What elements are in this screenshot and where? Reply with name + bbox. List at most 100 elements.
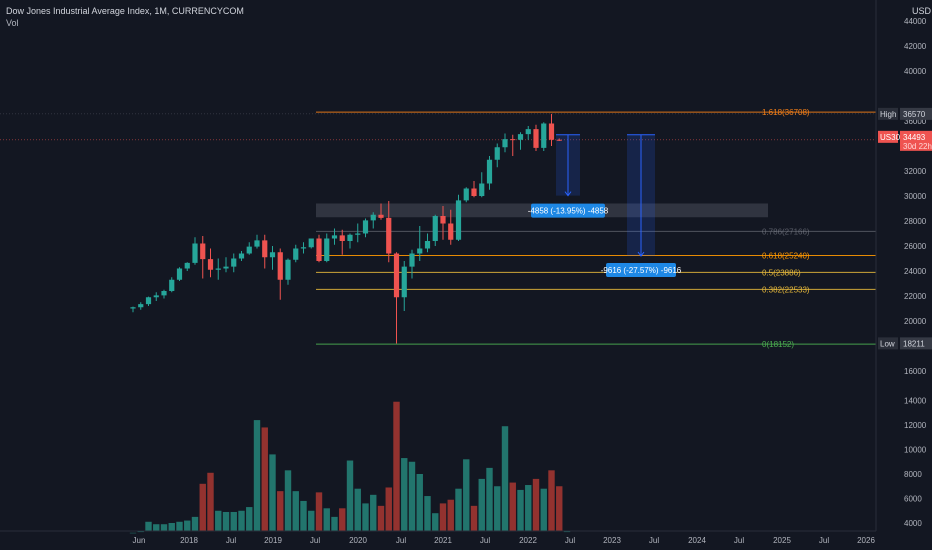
fibonacci-layer[interactable]: 1.618(36708) 0.786(27166) 0.618(25240) 0.5(…	[0, 108, 876, 349]
volume-tick-label: 4000	[904, 519, 922, 528]
volume-bar	[277, 491, 284, 531]
projection-label: -4858 (-13.95%) -4858	[528, 207, 609, 216]
candle-body	[510, 139, 516, 141]
badge-name-bg	[878, 337, 898, 350]
candles-layer	[130, 113, 562, 344]
volume-bar	[548, 470, 555, 531]
fib-label: 0.382(22533)	[762, 285, 810, 294]
candle-body	[192, 243, 198, 263]
candle-body	[300, 247, 307, 249]
candle-body	[471, 188, 477, 196]
fib-label: 0.5(23886)	[762, 268, 801, 277]
projection-label-bg	[606, 263, 676, 277]
projection-layer[interactable]: -4858 (-13.95%) -4858 -9616 (-27.57%) -96…	[528, 134, 682, 277]
fib-label: 1.618(36708)	[762, 108, 810, 117]
volume-bar	[532, 478, 540, 531]
price-axis[interactable]: USD 160001800020000220002400026000280003…	[875, 0, 932, 531]
time-tick-label: 2018	[180, 536, 198, 545]
candle-body	[176, 268, 183, 280]
volume-bar	[315, 492, 323, 531]
candle-body	[541, 123, 547, 148]
candle-body	[362, 220, 369, 234]
volume-bar	[463, 459, 470, 531]
candle-body	[215, 268, 221, 270]
volume-tick-label: 6000	[904, 495, 922, 504]
chart-legend: Dow Jones Industrial Average Index, 1M, …	[6, 5, 244, 29]
volume-bar	[176, 521, 183, 531]
time-tick-label: Jul	[565, 536, 575, 545]
volume-bar	[129, 532, 137, 534]
time-tick-label: Jul	[396, 536, 406, 545]
candle-body	[502, 139, 508, 148]
volume-bar	[424, 496, 431, 531]
volume-bar	[308, 510, 315, 531]
candle-body	[347, 234, 353, 241]
candle-body	[200, 243, 206, 260]
candle-body	[231, 258, 237, 267]
badge-value: 36570	[903, 110, 926, 119]
volume-bar	[486, 467, 493, 531]
volume-bar	[354, 488, 361, 531]
time-tick-label: 2019	[264, 536, 282, 545]
volume-bar	[199, 483, 206, 531]
candle-body	[184, 262, 190, 269]
candle-body	[293, 248, 299, 260]
price-tick-label: 36000	[904, 117, 927, 126]
badge-name: High	[880, 110, 896, 119]
time-axis[interactable]: Jun 2018 Jul 2019 Jul 2020 Jul 2021 Jul 2022 Jul 20…	[0, 530, 876, 545]
candle-body	[145, 297, 152, 305]
time-tick-label: Jul	[819, 536, 829, 545]
candle-body	[308, 238, 314, 248]
price-tick-label: 32000	[904, 167, 927, 176]
volume-bar	[238, 510, 245, 531]
volume-bar	[346, 460, 354, 531]
volume-bar	[168, 523, 175, 531]
price-tick-label: 16000	[904, 367, 927, 376]
candle-body	[285, 259, 291, 280]
volume-bar	[385, 487, 392, 531]
candle-body	[223, 266, 229, 269]
badge-name-bg	[878, 130, 898, 143]
volume-bar	[377, 505, 385, 531]
time-tick-label: 2025	[773, 536, 791, 545]
volume-layer	[129, 401, 571, 534]
candle-body	[339, 235, 345, 241]
volume-bar	[447, 499, 454, 531]
price-tick-label: 44000	[904, 17, 927, 26]
candle-body	[331, 235, 338, 239]
badge-name: Low	[880, 339, 895, 348]
volume-bar	[145, 521, 152, 531]
candle-body	[130, 307, 136, 309]
volume-bar	[339, 508, 346, 531]
candle-body	[525, 129, 531, 135]
volume-bar	[292, 491, 299, 531]
time-tick-label: Jul	[734, 536, 744, 545]
volume-bar	[556, 486, 563, 531]
candle-body	[424, 241, 431, 249]
candle-body	[386, 217, 392, 254]
volume-bar	[517, 489, 524, 531]
volume-bar	[331, 516, 338, 531]
time-tick-label: 2020	[349, 536, 367, 545]
projection-label: -9616 (-27.57%) -9616	[601, 266, 682, 275]
candle-body	[517, 134, 524, 140]
volume-bar	[408, 461, 416, 531]
time-tick-label: 2021	[434, 536, 452, 545]
candle-body	[169, 279, 175, 291]
volume-bar	[401, 458, 408, 531]
price-tick-label: 28000	[904, 217, 927, 226]
volume-bar	[323, 508, 330, 531]
price-tick-label: 42000	[904, 42, 927, 51]
price-tick-label: 26000	[904, 242, 927, 251]
candle-body	[463, 188, 469, 201]
volume-bar	[215, 510, 222, 531]
volume-bar	[540, 488, 547, 531]
volume-bar	[370, 494, 377, 531]
badge-countdown: 30d 22h	[903, 142, 932, 151]
volume-bar	[253, 420, 261, 531]
time-tick-label: 2023	[603, 536, 621, 545]
volume-bar	[470, 505, 478, 531]
candle-body	[533, 129, 539, 148]
volume-bar	[269, 454, 276, 531]
